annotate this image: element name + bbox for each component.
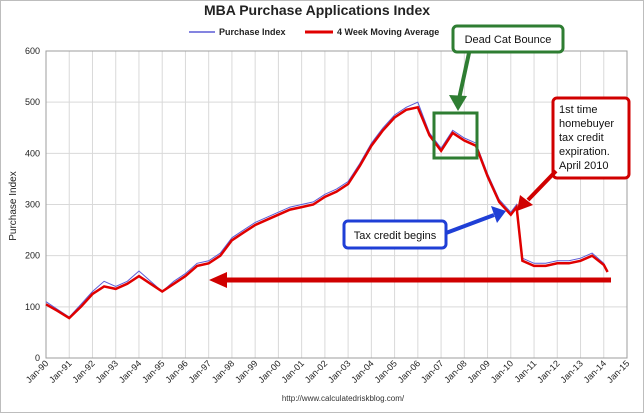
- plot-area: [45, 50, 628, 359]
- y-tick-label: 0: [35, 353, 40, 363]
- x-tick-label: Jan-00: [256, 358, 283, 385]
- tax-credit-expiration-line-2: homebuyer: [559, 118, 614, 130]
- x-tick-label: Jan-15: [605, 358, 632, 385]
- source-url: http://www.calculatedriskblog.com/: [282, 394, 405, 403]
- x-tick-label: Jan-94: [117, 358, 144, 385]
- x-tick-label: Jan-08: [442, 358, 469, 385]
- tax-credit-expiration-line-3: tax credit: [559, 132, 604, 144]
- dead-cat-bounce-arrowhead: [449, 95, 467, 111]
- x-tick-label: Jan-13: [558, 358, 585, 385]
- x-tick-label: Jan-92: [70, 358, 97, 385]
- x-tick-label: Jan-09: [465, 358, 492, 385]
- x-tick-label: Jan-91: [47, 358, 74, 385]
- dead-cat-bounce-highlight: [432, 111, 479, 160]
- chart-title: MBA Purchase Applications Index: [204, 2, 430, 18]
- dead-cat-bounce-text: Dead Cat Bounce: [465, 34, 552, 46]
- tax-credit-begins-arrowhead: [491, 206, 506, 223]
- x-tick-label: Jan-10: [489, 358, 516, 385]
- tax-credit-expiration-line-5: April 2010: [559, 160, 609, 172]
- x-tick-label: Jan-02: [303, 358, 330, 385]
- x-tick-label: Jan-01: [280, 358, 307, 385]
- y-tick-labels: 0 100 200 300 400 500 600: [25, 46, 40, 363]
- tax-credit-expiration-arrow: [526, 169, 558, 202]
- tax-credit-expiration-line-1: 1st time: [559, 104, 598, 116]
- x-tick-label: Jan-07: [419, 358, 446, 385]
- tax-credit-expiration-text: 1st time homebuyer tax credit expiration…: [559, 104, 617, 172]
- x-tick-label: Jan-03: [326, 358, 353, 385]
- y-tick-label: 300: [25, 200, 40, 210]
- baseline-arrowhead: [209, 272, 227, 288]
- series-line-moving-average: [45, 105, 609, 320]
- x-tick-label: Jan-06: [396, 358, 423, 385]
- tax-credit-expiration-callout: [551, 96, 631, 180]
- x-tick-label: Jan-95: [140, 358, 167, 385]
- y-tick-label: 400: [25, 148, 40, 158]
- x-tick-label: Jan-97: [187, 358, 214, 385]
- y-axis-label: Purchase Index: [8, 171, 19, 241]
- y-tick-label: 200: [25, 251, 40, 261]
- x-tick-labels: Jan-90Jan-91Jan-92Jan-93Jan-94Jan-95Jan-…: [24, 358, 632, 385]
- legend: Purchase Index 4 Week Moving Average: [189, 27, 439, 37]
- x-tick-label: Jan-05: [372, 358, 399, 385]
- tax-credit-begins-arrow: [445, 213, 495, 235]
- y-tick-label: 100: [25, 302, 40, 312]
- x-tick-label: Jan-99: [233, 358, 260, 385]
- legend-label-purchase-index: Purchase Index: [219, 27, 286, 37]
- y-tick-label: 600: [25, 46, 40, 56]
- tax-credit-expiration-arrowhead: [517, 195, 533, 211]
- legend-label-moving-average: 4 Week Moving Average: [337, 27, 439, 37]
- tax-credit-expiration-line-4: expiration.: [559, 146, 610, 158]
- x-tick-label: Jan-93: [94, 358, 121, 385]
- y-tick-label: 500: [25, 97, 40, 107]
- x-tick-label: Jan-96: [163, 358, 190, 385]
- tax-credit-begins-text: Tax credit begins: [354, 230, 437, 242]
- series-line-purchase-index: [45, 101, 609, 318]
- x-tick-label: Jan-04: [349, 358, 376, 385]
- x-tick-label: Jan-98: [210, 358, 237, 385]
- dead-cat-bounce-callout: [451, 24, 565, 54]
- x-tick-label: Jan-11: [512, 358, 538, 384]
- x-tick-label: Jan-14: [582, 358, 609, 385]
- x-tick-label: Jan-12: [535, 358, 562, 385]
- dead-cat-bounce-arrow: [457, 52, 471, 100]
- gridlines: [45, 50, 628, 359]
- tax-credit-begins-callout: [342, 219, 448, 250]
